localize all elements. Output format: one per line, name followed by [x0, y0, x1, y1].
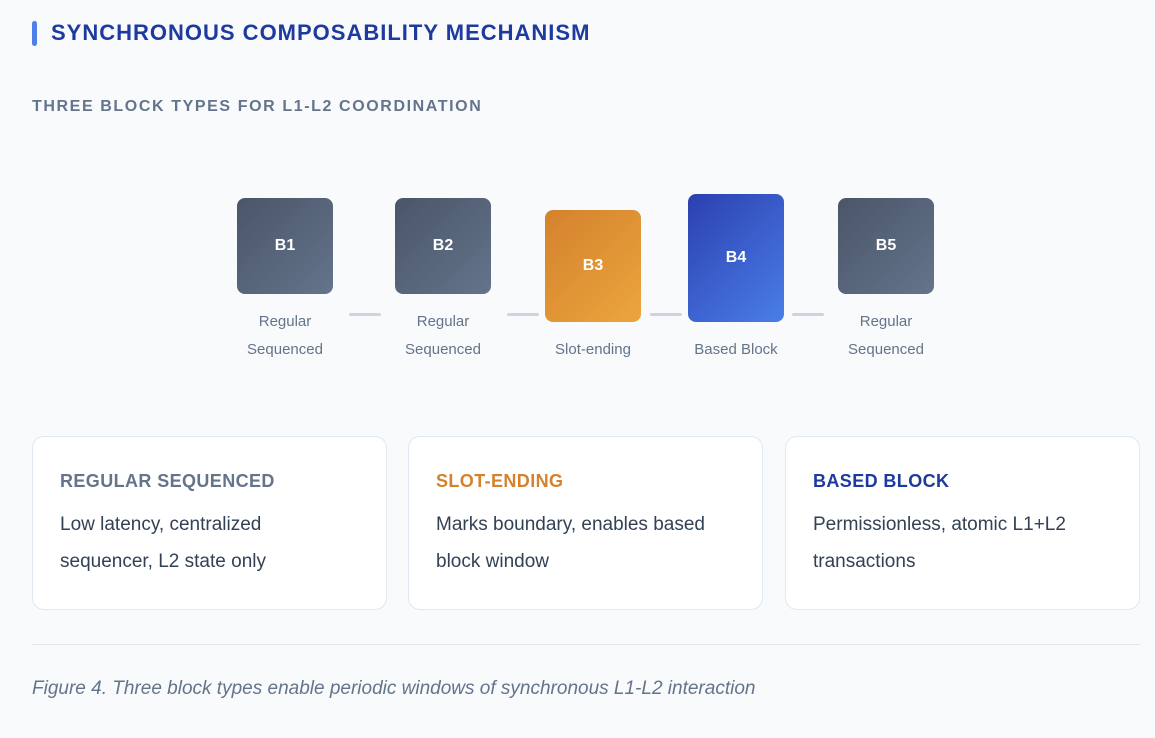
block-b3-label: Slot-ending: [555, 341, 631, 358]
card-based-block: BASED BLOCK Permissionless, atomic L1+L2…: [785, 436, 1140, 610]
block-b4-label: Based Block: [694, 341, 778, 358]
connector: [650, 313, 682, 316]
block-b4: B4: [688, 194, 784, 322]
title-accent-bar: [32, 21, 37, 46]
block-b1-label: Regular Sequenced: [247, 313, 323, 358]
section-subtitle: THREE BLOCK TYPES FOR L1-L2 COORDINATION: [32, 98, 483, 115]
card-slot-ending: SLOT-ENDING Marks boundary, enables base…: [408, 436, 763, 610]
block-b1: B1: [237, 198, 333, 294]
card-regular-sequenced: REGULAR SEQUENCED Low latency, centraliz…: [32, 436, 387, 610]
connector: [792, 313, 824, 316]
page-title: SYNCHRONOUS COMPOSABILITY MECHANISM: [51, 20, 591, 45]
block-b2: B2: [395, 198, 491, 294]
card-text: Permissionless, atomic L1+L2 transaction…: [813, 514, 1066, 572]
block-b2-label: Regular Sequenced: [405, 313, 481, 358]
card-text: Low latency, centralized sequencer, L2 s…: [60, 514, 266, 572]
card-text: Marks boundary, enables based block wind…: [436, 514, 705, 572]
connector: [349, 313, 381, 316]
card-title: SLOT-ENDING: [436, 471, 564, 491]
block-b3: B3: [545, 210, 641, 322]
card-title: REGULAR SEQUENCED: [60, 471, 275, 491]
block-b5: B5: [838, 198, 934, 294]
divider: [32, 644, 1140, 645]
connector: [507, 313, 539, 316]
card-title: BASED BLOCK: [813, 471, 950, 491]
block-b5-label: Regular Sequenced: [848, 313, 924, 358]
figure-caption: Figure 4. Three block types enable perio…: [32, 678, 756, 699]
